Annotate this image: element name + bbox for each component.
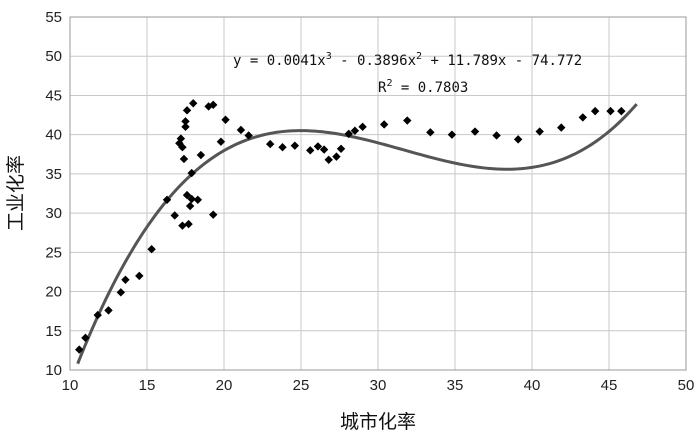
x-tick-label: 10 [62,377,79,394]
data-point [379,120,389,129]
r-squared-label: R2 = 0.7803 [378,78,468,96]
y-axis-title: 工业化率 [5,155,27,231]
data-point [116,288,126,297]
data-point [324,155,333,164]
data-point [244,131,253,140]
x-tick-label: 15 [139,377,156,394]
x-tick-label: 35 [447,377,464,394]
data-point [535,127,544,136]
data-point [75,345,84,354]
data-point [290,141,300,150]
data-point [187,168,196,178]
y-tick-label: 55 [45,9,62,26]
data-point [306,146,315,155]
gridlines [69,16,687,371]
y-tick-label: 15 [45,323,62,340]
data-point [578,113,588,122]
data-point [344,129,353,139]
data-point [557,123,566,132]
data-point [170,211,179,220]
data-point [104,306,113,315]
plot-frame [69,16,687,371]
data-point [336,144,346,153]
data-point [176,134,186,143]
data-point [266,139,275,149]
data-point [332,152,341,161]
data-point [147,244,156,254]
data-point [178,221,187,230]
y-tick-label: 40 [45,127,62,144]
data-point [135,271,144,281]
data-point [492,131,501,140]
x-tick-label: 45 [601,377,618,394]
data-point [181,122,190,132]
data-point [93,310,102,320]
data-point [196,150,206,160]
x-tick-label: 40 [524,377,541,394]
y-tick-labels: 10 15 20 25 30 35 40 45 50 55 [45,9,62,379]
y-tick-label: 25 [45,244,62,261]
data-point [187,194,196,204]
data-points [75,99,626,354]
data-point [221,115,230,124]
data-point [209,210,218,219]
data-point [209,100,218,110]
data-point [590,106,600,116]
data-point [313,142,323,151]
trendline [76,103,638,365]
x-tick-labels: 10 15 20 25 30 35 40 45 50 [62,377,695,394]
data-point [181,117,190,126]
x-axis-title: 城市化率 [340,411,416,433]
data-point [278,143,287,152]
x-tick-label: 50 [678,377,695,394]
data-point [178,143,187,152]
data-point [513,135,523,144]
data-point [121,275,130,284]
y-tick-label: 35 [45,166,62,183]
x-tick-label: 20 [216,377,233,394]
data-point [182,190,192,200]
y-tick-label: 30 [45,205,62,222]
trendline-equation: y = 0.0041x3 - 0.3896x2 + 11.789x - 74.7… [233,51,582,69]
data-point [184,219,193,229]
data-point [470,127,480,136]
data-point [403,116,412,125]
data-point [606,106,615,116]
x-tick-label: 25 [293,377,310,394]
data-point [189,99,198,108]
data-point [216,137,226,146]
data-point [426,128,435,137]
y-tick-label: 45 [45,87,62,104]
data-point [617,106,626,116]
x-tick-label: 30 [370,377,387,394]
data-point [350,126,360,135]
y-tick-label: 20 [45,284,62,301]
data-point [162,195,172,204]
data-point [193,195,203,204]
data-point [185,201,195,211]
y-tick-label: 50 [45,48,62,65]
data-point [182,106,192,115]
data-point [81,333,90,343]
data-point [319,145,329,154]
data-point [358,122,367,132]
data-point [179,154,189,164]
y-tick-label: 10 [45,362,62,379]
data-point [236,125,246,135]
data-point [447,130,457,139]
